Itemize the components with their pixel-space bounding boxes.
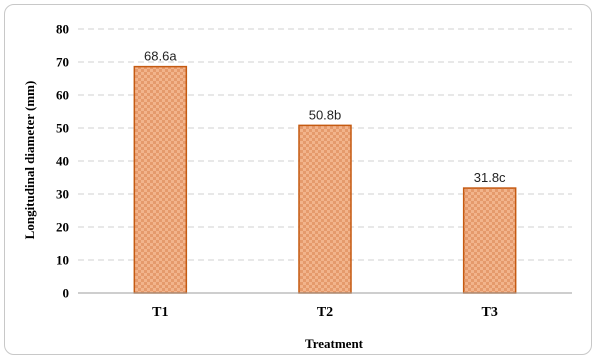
data-label: 68.6a — [144, 49, 177, 64]
data-label: 50.8b — [309, 107, 342, 122]
y-tick-labels: 0 10 20 30 40 50 60 70 80 — [56, 22, 69, 301]
y-tick-label: 40 — [56, 154, 69, 169]
bar-t3 — [462, 187, 517, 294]
x-tick-label: T2 — [317, 305, 333, 320]
y-axis-title: Longitudinal diameter (mm) — [22, 81, 37, 240]
y-tick-label: 70 — [56, 55, 69, 70]
x-tick-label: T3 — [481, 305, 497, 320]
y-tick-label: 10 — [56, 253, 69, 268]
data-labels: 68.6a 50.8b 31.8c — [144, 49, 506, 185]
y-tick-label: 60 — [56, 88, 69, 103]
bars — [133, 65, 517, 294]
y-tick-label: 50 — [56, 121, 69, 136]
bar-t2 — [298, 124, 352, 294]
bar-t1 — [133, 65, 188, 294]
x-tick-label: T1 — [152, 305, 168, 320]
x-tick-labels: T1 T2 T3 — [152, 305, 498, 320]
y-tick-label: 20 — [56, 220, 69, 235]
y-tick-label: 80 — [56, 22, 69, 37]
data-label: 31.8c — [474, 170, 506, 185]
y-tick-label: 0 — [63, 286, 70, 301]
y-tick-label: 30 — [56, 187, 69, 202]
x-axis-title: Treatment — [305, 336, 364, 351]
